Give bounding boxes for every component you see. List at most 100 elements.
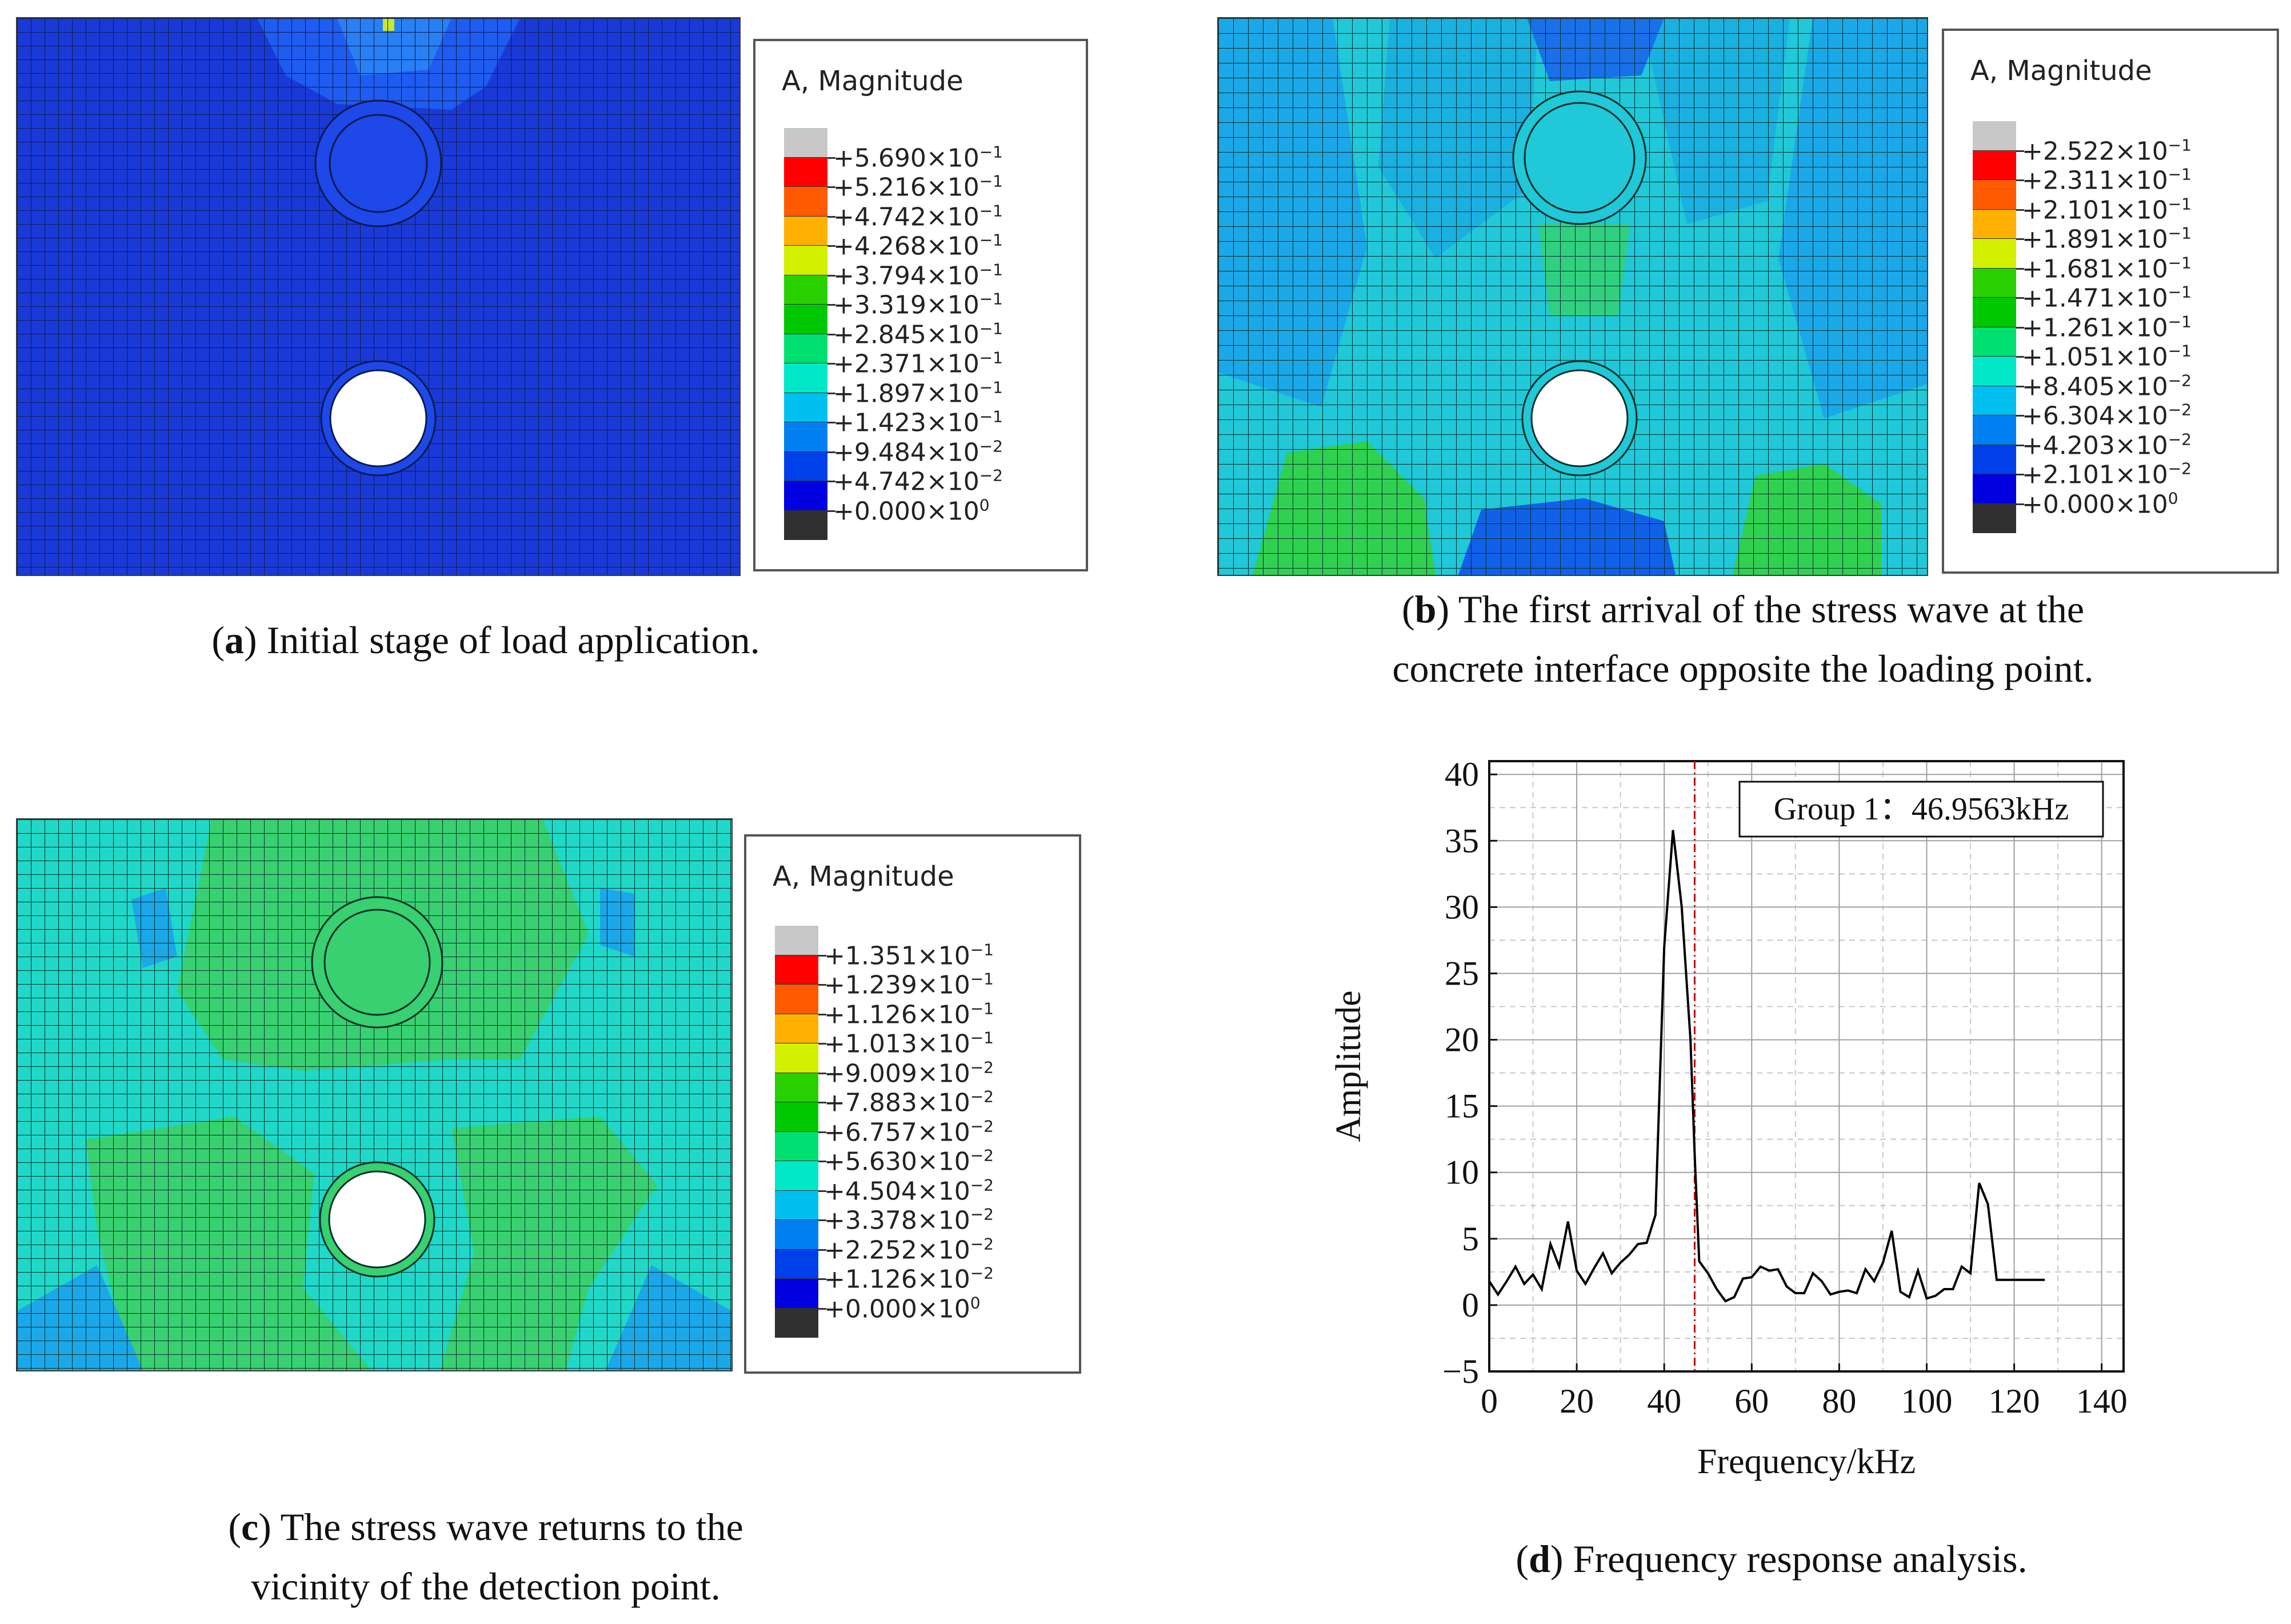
- legend-tick: [827, 510, 835, 512]
- legend-label-mantissa: +0.000×10: [2022, 489, 2168, 519]
- legend-tick: [818, 984, 826, 986]
- colorbar-segment: [775, 1308, 818, 1338]
- legend-label-mantissa: +1.013×10: [824, 1029, 970, 1059]
- colorbar-segment: [1973, 180, 2016, 210]
- legend-label-exponent: −1: [979, 319, 1003, 338]
- legend-tick: [2016, 385, 2024, 387]
- legend-label-exponent: −1: [970, 940, 994, 959]
- colorbar-segment: [775, 1220, 818, 1250]
- labels: 0 20 40 60 80 100 120 140−50510152025303540Freq…: [1329, 755, 2128, 1481]
- x-tick-label: 100: [1901, 1382, 1953, 1420]
- y-tick-label: 25: [1445, 954, 1479, 992]
- legend-label-mantissa: +2.101×10: [2022, 195, 2168, 225]
- y-tick-label: 40: [1445, 755, 1479, 793]
- legend-label: +0.000×100: [833, 495, 990, 526]
- colorbar-segment: [775, 1073, 818, 1102]
- legend-title: A, Magnitude: [773, 861, 954, 893]
- legend-label: +4.268×10−1: [833, 231, 1003, 261]
- legend-label: +2.101×10−1: [2022, 194, 2192, 225]
- y-axis-label: Amplitude: [1329, 990, 1368, 1142]
- legend-label-mantissa: +1.471×10: [2022, 283, 2168, 313]
- colorbar-segment: [1973, 357, 2016, 386]
- legend-tick: [818, 1072, 826, 1074]
- legend-label-mantissa: +2.845×10: [833, 319, 979, 349]
- legend-label: +5.216×10−1: [833, 172, 1003, 202]
- annotation-box: [1738, 781, 2104, 838]
- legend-label: +8.405×10−2: [2022, 371, 2192, 401]
- legend-label-mantissa: +7.883×10: [824, 1088, 970, 1118]
- legend-tick: [827, 451, 835, 453]
- legend-label-exponent: −2: [2168, 371, 2192, 390]
- legend-tick: [827, 304, 835, 306]
- legend-label: +2.371×10−1: [833, 349, 1003, 379]
- legend-label: +1.126×10−2: [824, 1264, 994, 1294]
- legend-tick: [2016, 267, 2024, 270]
- legend-tick: [2016, 356, 2024, 358]
- legend-label: +2.845×10−1: [833, 319, 1003, 349]
- colorbar-segment: [784, 393, 827, 422]
- legend-title: A, Magnitude: [1970, 55, 2152, 87]
- legend-label: +4.504×10−2: [824, 1175, 994, 1206]
- x-tick-label: 20: [1560, 1382, 1594, 1420]
- legend-tick: [827, 481, 835, 482]
- legend-label: +0.000×100: [2022, 489, 2178, 519]
- legend-label-exponent: −1: [979, 348, 1003, 367]
- legend-tick: [2016, 415, 2024, 417]
- mesh-b: [1218, 18, 1927, 575]
- legend-label-exponent: −2: [2168, 459, 2192, 478]
- legend-label: +1.051×10−1: [2022, 342, 2192, 372]
- legend-tick: [818, 954, 826, 957]
- y-tick-label: 20: [1445, 1021, 1479, 1059]
- legend-label: +5.630×10−2: [824, 1146, 994, 1177]
- legend-label-exponent: 0: [2168, 489, 2178, 508]
- annotation-text: Group 1：46.9563kHz: [1774, 791, 2069, 827]
- colorbar-segment: [1973, 268, 2016, 298]
- legend-label: +9.484×10−2: [833, 437, 1003, 467]
- legend-label-exponent: −1: [2168, 194, 2192, 214]
- legend-label-mantissa: +5.630×10: [824, 1147, 970, 1177]
- legend-label-exponent: −1: [2168, 253, 2192, 273]
- colorbar-segment: [784, 305, 827, 334]
- legend-tick: [827, 363, 835, 365]
- colorbar-segment: [775, 1161, 818, 1191]
- caption-c: (c) The stress wave returns to the vicin…: [228, 1505, 743, 1608]
- legend-label-mantissa: +1.261×10: [2022, 313, 2168, 342]
- legend-label-mantissa: +5.216×10: [833, 173, 979, 202]
- legend-tick: [818, 1043, 826, 1045]
- legend-label: +1.239×10−1: [824, 970, 994, 1000]
- x-tick-label: 0: [1481, 1382, 1498, 1420]
- legend-label: +7.883×10−2: [824, 1087, 994, 1118]
- legend-tick: [818, 1161, 826, 1162]
- legend-label: +2.252×10−2: [824, 1234, 994, 1265]
- legend-label-mantissa: +1.423×10: [833, 408, 979, 438]
- legend-label-exponent: −2: [970, 1087, 994, 1106]
- legend-label-mantissa: +3.794×10: [833, 261, 979, 290]
- colorbar-segment: [784, 334, 827, 363]
- legend-label: +3.378×10−2: [824, 1205, 994, 1235]
- legend-a: A, Magnitude +5.690×10−1 +5.216×10−1 +4.74…: [753, 39, 1088, 571]
- mesh-a: [17, 18, 739, 575]
- legend-tick: [818, 1190, 826, 1192]
- legend-label-mantissa: +8.405×10: [2022, 371, 2168, 401]
- axes: [1488, 760, 2125, 1373]
- legend-b: A, Magnitude +2.522×10−1 +2.311×10−1 +2.10…: [1942, 29, 2279, 574]
- colorbar-segment: [775, 1249, 818, 1279]
- legend-label: +1.351×10−1: [824, 940, 994, 970]
- colorbar-segment: [784, 157, 827, 187]
- y-tick-label: −5: [1442, 1353, 1479, 1390]
- colorbar-segment: [784, 363, 827, 393]
- colorbar-segment: [1973, 503, 2016, 533]
- colorbar-segment: [784, 128, 827, 158]
- legend-label-exponent: −1: [979, 171, 1003, 191]
- legend-label-mantissa: +9.009×10: [824, 1058, 970, 1088]
- colorbar-segment: [775, 926, 818, 955]
- legend-label-exponent: −1: [970, 999, 994, 1018]
- colorbar-segment: [775, 1131, 818, 1161]
- legend-label-exponent: −2: [979, 466, 1003, 485]
- colorbar-segment: [784, 246, 827, 275]
- legend-label-exponent: −1: [979, 289, 1003, 309]
- y-tick-label: 15: [1445, 1087, 1479, 1125]
- legend-tick: [818, 1013, 826, 1015]
- legend-label-mantissa: +4.268×10: [833, 231, 979, 261]
- legend-label-mantissa: +1.897×10: [833, 378, 979, 408]
